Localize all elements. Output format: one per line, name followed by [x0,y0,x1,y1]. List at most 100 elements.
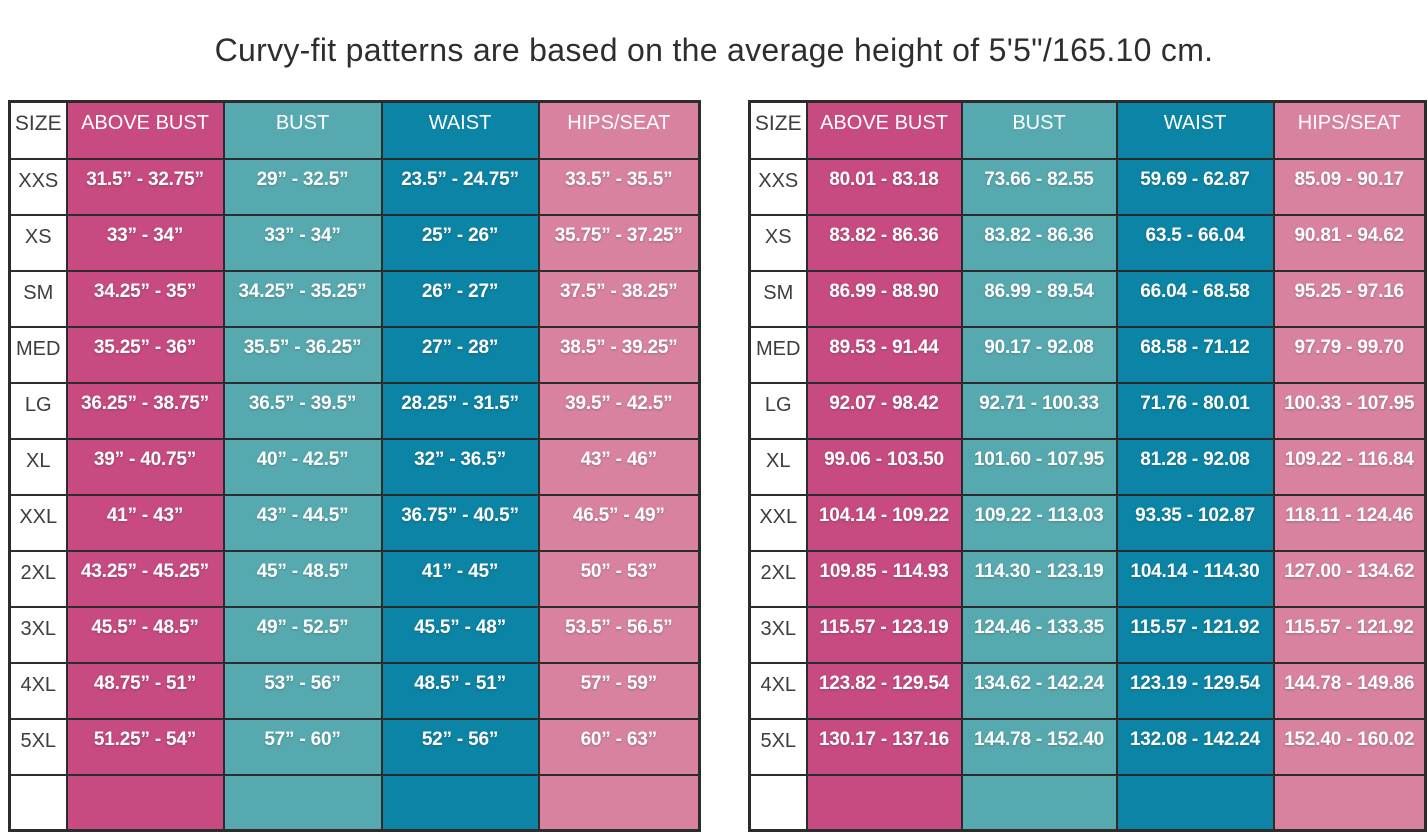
measurement-cell: 66.04 - 68.58 [1115,269,1275,328]
measurement-cell: 49” - 52.5” [222,605,383,664]
size-label-cell: 5XL [748,717,808,776]
measurement-cell: 43.25” - 45.25” [65,549,225,608]
size-label-cell: XXS [748,157,808,216]
measurement-cell: 41” - 43” [65,493,225,552]
size-label-cell: 3XL [8,605,68,664]
measurement-cell: 95.25 - 97.16 [1272,269,1427,328]
column-header-bust: BUST [222,100,383,160]
measurement-cell [805,773,963,832]
measurement-cell: 92.07 - 98.42 [805,381,963,440]
measurement-cell: 115.57 - 121.92 [1115,605,1275,664]
table-row: 3XL 45.5” - 48.5” 49” - 52.5” 45.5” - 48” 53… [8,605,701,664]
measurement-cell: 109.85 - 114.93 [805,549,963,608]
measurement-cell [222,773,383,832]
measurement-cell: 32” - 36.5” [380,437,540,496]
size-label-cell: MED [748,325,808,384]
column-header-hips-seat: HIPS/SEAT [537,100,701,160]
measurement-cell: 27” - 28” [380,325,540,384]
size-label-cell: 2XL [8,549,68,608]
measurement-cell: 130.17 - 137.16 [805,717,963,776]
column-header-waist: WAIST [1115,100,1275,160]
measurement-cell: 29” - 32.5” [222,157,383,216]
size-label-cell: 4XL [748,661,808,720]
size-label-cell: 5XL [8,717,68,776]
size-label-cell: XXL [748,493,808,552]
table-row: XXS 31.5” - 32.75” 29” - 32.5” 23.5” - 24.7… [8,157,701,216]
measurement-cell: 86.99 - 88.90 [805,269,963,328]
size-label-cell [748,773,808,832]
measurement-cell: 59.69 - 62.87 [1115,157,1275,216]
measurement-cell: 41” - 45” [380,549,540,608]
measurement-cell: 34.25” - 35” [65,269,225,328]
measurement-cell: 50” - 53” [537,549,701,608]
measurement-cell: 83.82 - 86.36 [960,213,1118,272]
measurement-cell: 28.25” - 31.5” [380,381,540,440]
measurement-cell: 35.5” - 36.25” [222,325,383,384]
measurement-cell [1115,773,1275,832]
measurement-cell: 38.5” - 39.25” [537,325,701,384]
measurement-cell: 132.08 - 142.24 [1115,717,1275,776]
table-row: XL 39” - 40.75” 40” - 42.5” 32” - 36.5” 43” … [8,437,701,496]
table-row: XL 99.06 - 103.50 101.60 - 107.95 81.28 - 9… [748,437,1427,496]
table-row: XXL 104.14 - 109.22 109.22 - 113.03 93.35 -… [748,493,1427,552]
measurement-cell: 36.5” - 39.5” [222,381,383,440]
measurement-cell: 86.99 - 89.54 [960,269,1118,328]
measurement-cell [1272,773,1427,832]
measurement-cell: 48.75” - 51” [65,661,225,720]
size-label-cell: XL [8,437,68,496]
table-row-partial [748,773,1427,832]
measurement-cell: 33” - 34” [65,213,225,272]
measurement-cell: 123.19 - 129.54 [1115,661,1275,720]
size-label-cell: 2XL [748,549,808,608]
table-row: 5XL 130.17 - 137.16 144.78 - 152.40 132.08 … [748,717,1427,776]
measurement-cell: 40” - 42.5” [222,437,383,496]
measurement-cell [380,773,540,832]
measurement-cell: 104.14 - 114.30 [1115,549,1275,608]
measurement-cell: 68.58 - 71.12 [1115,325,1275,384]
measurement-cell: 127.00 - 134.62 [1272,549,1427,608]
size-label-cell: 4XL [8,661,68,720]
measurement-cell: 144.78 - 152.40 [960,717,1118,776]
table-row: MED 89.53 - 91.44 90.17 - 92.08 68.58 - 71.… [748,325,1427,384]
measurement-cell: 33” - 34” [222,213,383,272]
measurement-cell: 71.76 - 80.01 [1115,381,1275,440]
table-row: 4XL 123.82 - 129.54 134.62 - 142.24 123.19 … [748,661,1427,720]
column-header-waist: WAIST [380,100,540,160]
table-row: MED 35.25” - 36” 35.5” - 36.25” 27” - 28” 38… [8,325,701,384]
table-header: SIZE ABOVE BUST BUST WAIST HIPS/SEAT [748,100,1427,160]
measurement-cell: 100.33 - 107.95 [1272,381,1427,440]
measurement-cell: 152.40 - 160.02 [1272,717,1427,776]
measurement-cell: 57” - 60” [222,717,383,776]
measurement-cell: 114.30 - 123.19 [960,549,1118,608]
measurement-cell: 37.5” - 38.25” [537,269,701,328]
column-header-size: SIZE [8,100,68,160]
table-row: 3XL 115.57 - 123.19 124.46 - 133.35 115.57 … [748,605,1427,664]
measurement-cell: 73.66 - 82.55 [960,157,1118,216]
size-label-cell: 3XL [748,605,808,664]
page-title: Curvy-fit patterns are based on the aver… [214,32,1214,68]
table-row: SM 86.99 - 88.90 86.99 - 89.54 66.04 - 68.5… [748,269,1427,328]
measurement-cell [537,773,701,832]
column-header-size: SIZE [748,100,808,160]
size-label-cell: SM [748,269,808,328]
measurement-cell: 46.5” - 49” [537,493,701,552]
measurement-cell: 90.81 - 94.62 [1272,213,1427,272]
measurement-cell: 45.5” - 48” [380,605,540,664]
measurement-cell: 34.25” - 35.25” [222,269,383,328]
measurement-cell [960,773,1118,832]
size-label-cell: XL [748,437,808,496]
size-label-cell: LG [8,381,68,440]
table-header: SIZE ABOVE BUST BUST WAIST HIPS/SEAT [8,100,701,160]
measurement-cell: 134.62 - 142.24 [960,661,1118,720]
measurement-cell: 26” - 27” [380,269,540,328]
measurement-cell: 53” - 56” [222,661,383,720]
column-header-hips-seat: HIPS/SEAT [1272,100,1427,160]
measurement-cell: 124.46 - 133.35 [960,605,1118,664]
size-label-cell: XS [8,213,68,272]
measurement-cell: 43” - 46” [537,437,701,496]
measurement-cell: 57” - 59” [537,661,701,720]
measurement-cell: 97.79 - 99.70 [1272,325,1427,384]
table-row: 2XL 43.25” - 45.25” 45” - 48.5” 41” - 45” 50… [8,549,701,608]
size-label-cell: SM [8,269,68,328]
table-row: LG 36.25” - 38.75” 36.5” - 39.5” 28.25” - 3… [8,381,701,440]
